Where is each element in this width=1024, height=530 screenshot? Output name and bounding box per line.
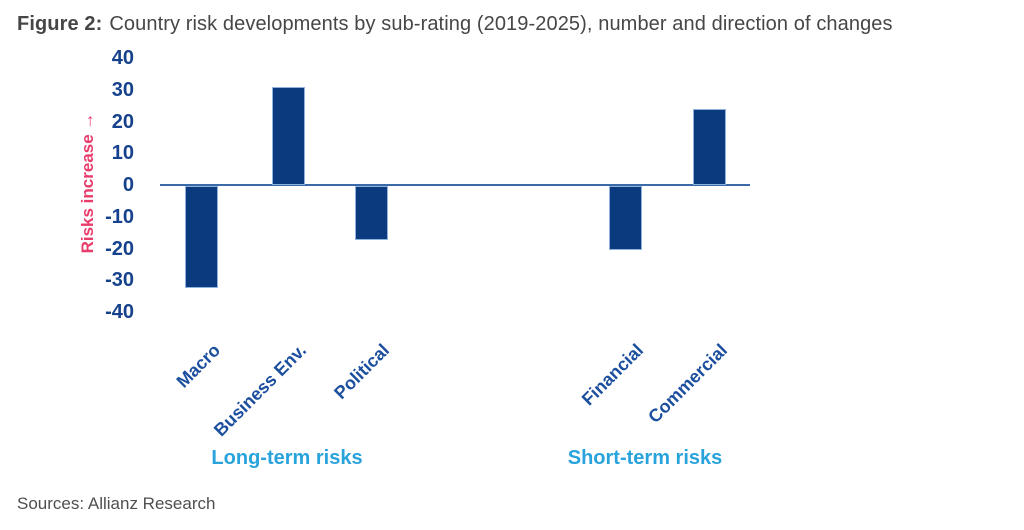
group-label-long-term: Long-term risks	[211, 447, 363, 469]
y-axis-tick-label: 40	[111, 47, 134, 69]
source-note: Sources: Allianz Research	[17, 494, 216, 513]
y-axis-tick-label: 20	[111, 111, 134, 133]
figure-title-text: Country risk developments by sub-rating …	[109, 13, 893, 35]
bar-commercial	[693, 109, 726, 185]
y-axis-tick-label: 30	[111, 79, 134, 101]
x-axis-zero-line	[160, 184, 750, 186]
bar-financial	[609, 186, 642, 250]
y-axis-tick-label: -40	[105, 301, 134, 323]
bar-political	[355, 186, 388, 240]
bar-macro	[185, 186, 218, 288]
figure-title-prefix: Figure 2:	[17, 13, 103, 35]
bar-business-env	[272, 87, 305, 185]
y-axis-tick-label: -30	[105, 269, 134, 291]
group-label-short-term: Short-term risks	[567, 447, 723, 469]
y-axis-tick-label: 10	[111, 142, 134, 164]
y-axis-tick-label: -10	[105, 206, 134, 228]
y-axis-tick-label: -20	[105, 238, 134, 260]
figure-title: Figure 2: Country risk developments by su…	[17, 13, 893, 36]
y-axis-tick-label: 0	[122, 174, 134, 196]
